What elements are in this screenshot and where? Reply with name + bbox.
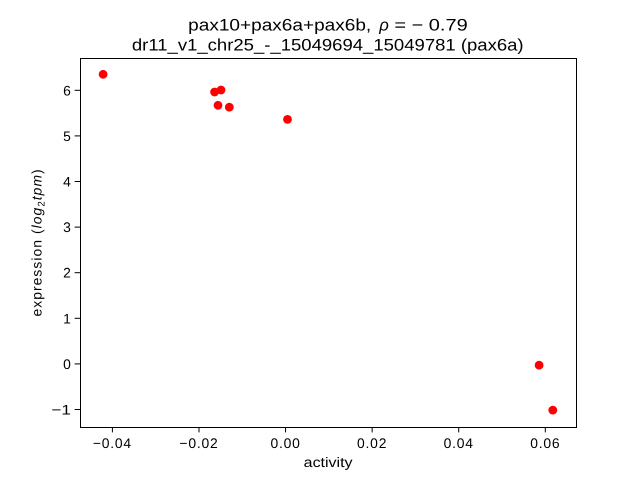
svg-text:0: 0 — [63, 356, 71, 372]
svg-text:1: 1 — [63, 310, 71, 326]
svg-text:3: 3 — [63, 219, 71, 235]
svg-text:0.00: 0.00 — [270, 435, 300, 451]
svg-text:−1: −1 — [51, 402, 71, 418]
svg-text:pax10+pax6a+pax6b,: pax10+pax6a+pax6b, — [188, 15, 371, 34]
svg-text:activity: activity — [304, 454, 353, 470]
svg-text:−0.02: −0.02 — [179, 435, 218, 451]
svg-text:5: 5 — [63, 128, 71, 144]
svg-text:= − 0.79: = − 0.79 — [394, 15, 467, 34]
svg-text:6: 6 — [63, 82, 71, 98]
svg-text:0.06: 0.06 — [530, 435, 560, 451]
svg-text:0.04: 0.04 — [444, 435, 474, 451]
svg-text:0.02: 0.02 — [357, 435, 387, 451]
svg-text:ρ: ρ — [378, 15, 389, 34]
svg-text:−0.04: −0.04 — [93, 435, 132, 451]
svg-text:dr11_v1_chr25_-_15049694_15049: dr11_v1_chr25_-_15049694_15049781 (pax6a… — [132, 35, 524, 54]
svg-text:2: 2 — [63, 265, 71, 281]
svg-text:4: 4 — [63, 174, 71, 190]
